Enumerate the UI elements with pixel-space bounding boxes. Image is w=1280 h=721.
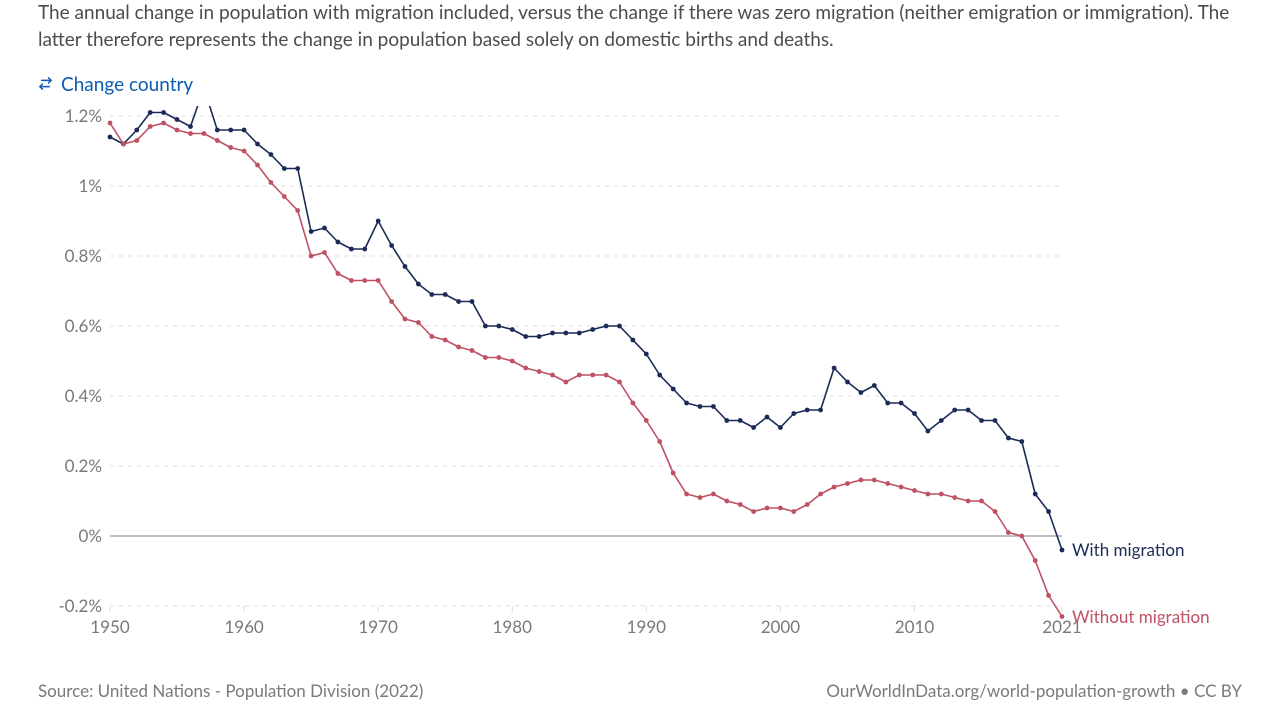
x-axis-label: 1950 — [90, 616, 129, 637]
chart-area: -0.2% 0% 0.2% 0.4% 0.6% 0.8% 1% 1.2% 1950 1960 19… — [38, 106, 1242, 654]
chart-subtitle: The annual change in population with mig… — [38, 0, 1242, 53]
y-axis-label: 0.6% — [42, 315, 102, 336]
x-axis-label: 1980 — [493, 616, 532, 637]
swap-icon — [38, 73, 53, 96]
y-axis-label: 1% — [42, 175, 102, 196]
line-chart — [38, 106, 1242, 654]
x-axis-label: 1970 — [358, 616, 397, 637]
y-axis-label: 0.4% — [42, 385, 102, 406]
attribution-text: OurWorldInData.org/world-population-grow… — [826, 680, 1242, 701]
change-country-label: Change country — [61, 73, 193, 96]
series-label: Without migration — [1072, 606, 1210, 627]
y-axis-label: -0.2% — [42, 595, 102, 616]
x-axis-label: 2000 — [761, 616, 800, 637]
y-axis-label: 1.2% — [42, 105, 102, 126]
x-axis-label: 1990 — [627, 616, 666, 637]
y-axis-label: 0% — [42, 525, 102, 546]
source-text: Source: United Nations - Population Divi… — [38, 680, 423, 701]
y-axis-label: 0.8% — [42, 245, 102, 266]
change-country-button[interactable]: Change country — [38, 73, 193, 96]
series-label: With migration — [1072, 539, 1184, 560]
y-axis-label: 0.2% — [42, 455, 102, 476]
chart-footer: Source: United Nations - Population Divi… — [38, 680, 1242, 701]
x-axis-label: 2010 — [895, 616, 934, 637]
x-axis-label: 1960 — [224, 616, 263, 637]
